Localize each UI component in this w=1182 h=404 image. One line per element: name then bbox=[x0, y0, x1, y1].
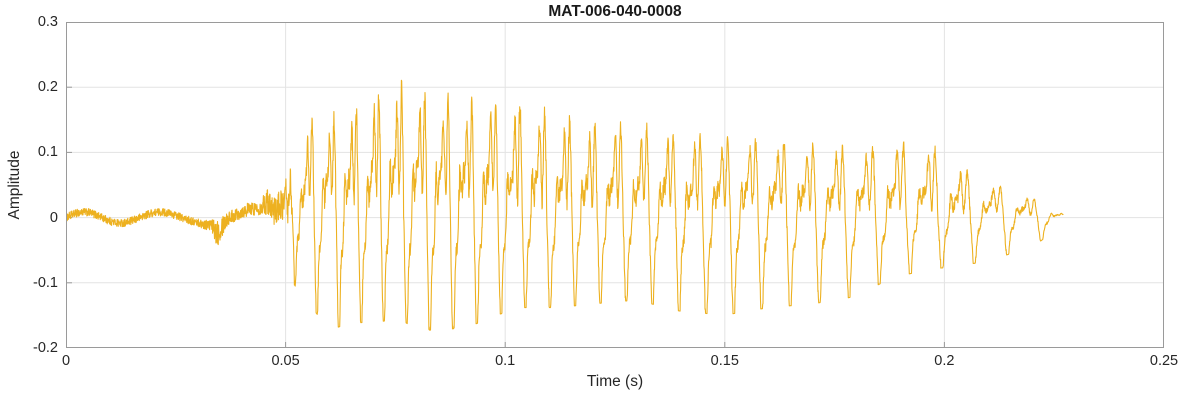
x-tick-label: 0.05 bbox=[271, 353, 300, 369]
x-tick-label: 0.25 bbox=[1149, 353, 1179, 369]
y-tick-label: 0.3 bbox=[37, 14, 58, 30]
y-tick-label: -0.1 bbox=[33, 274, 58, 291]
plot-canvas bbox=[66, 22, 1164, 348]
x-tick-label: 0 bbox=[61, 353, 71, 369]
plot-area bbox=[66, 22, 1164, 348]
y-tick-label: -0.2 bbox=[33, 340, 58, 356]
y-tick-label: 0 bbox=[49, 209, 58, 226]
x-tick-label: 0.15 bbox=[710, 353, 739, 369]
y-tick-label: 0.2 bbox=[37, 79, 58, 96]
axes-box bbox=[66, 22, 1164, 348]
chart-title: MAT-006-040-0008 bbox=[548, 3, 682, 20]
x-tick-label: 0.1 bbox=[495, 353, 516, 369]
y-tick-label: 0.1 bbox=[37, 144, 58, 161]
x-axis-label: Time (s) bbox=[586, 373, 644, 390]
waveform-line bbox=[66, 79, 1064, 331]
x-tick-label: 0.2 bbox=[934, 353, 955, 369]
